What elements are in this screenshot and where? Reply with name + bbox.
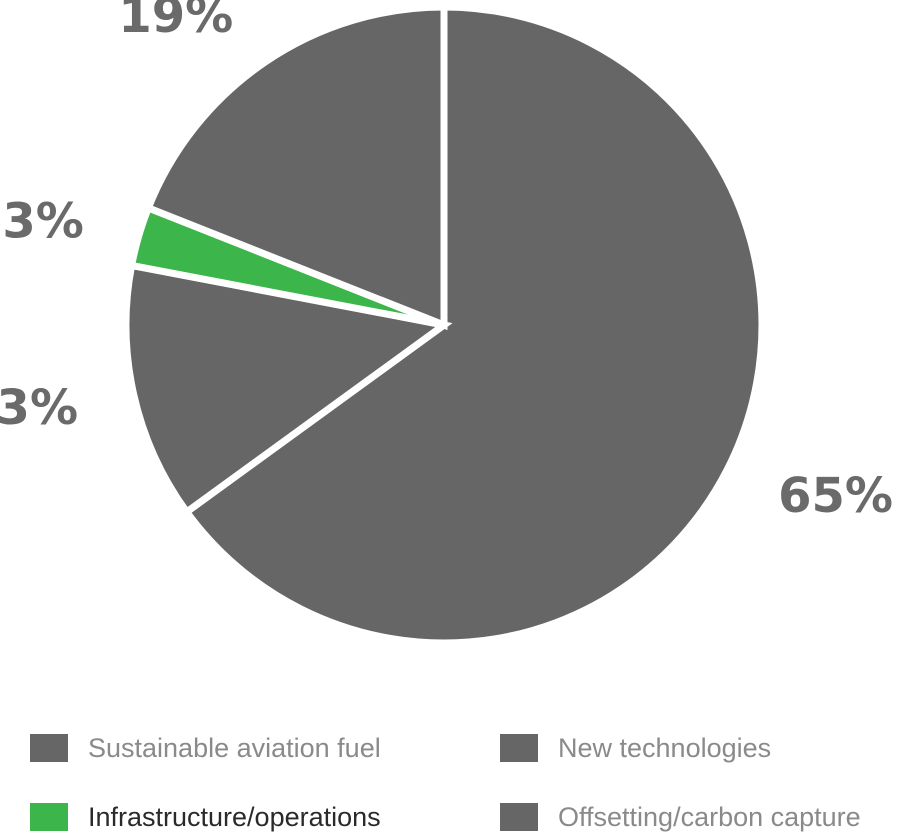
slice-label-sustainable-aviation-fuel: 65% xyxy=(778,468,893,524)
legend-swatch xyxy=(500,803,538,831)
pie-chart: 65% 13% 3% 19% xyxy=(0,0,894,647)
legend-item-new-technologies: New technologies xyxy=(500,728,771,768)
slice-label-new-technologies: 19% xyxy=(118,0,233,44)
legend-swatch xyxy=(30,734,68,762)
legend-swatch xyxy=(500,734,538,762)
legend-label: Infrastructure/operations xyxy=(88,801,381,832)
pie-slice-new-technologies xyxy=(143,3,448,331)
legend-label: New technologies xyxy=(558,732,772,763)
slice-label-infrastructure-operations: 3% xyxy=(2,193,84,249)
slice-label-offsetting-carbon-capture: 13% xyxy=(0,380,78,436)
chart-legend: Sustainable aviation fuel New technologi… xyxy=(0,700,905,835)
pie-slice-sustainable-aviation-fuel xyxy=(181,3,766,647)
legend-swatch xyxy=(30,803,68,831)
legend-label: Offsetting/carbon capture xyxy=(558,801,861,832)
pie-chart-area: 65% 13% 3% 19% xyxy=(0,0,894,647)
pie-slice-offsetting-carbon-capture xyxy=(122,261,453,517)
legend-item-offsetting-carbon-capture: Offsetting/carbon capture xyxy=(500,797,861,837)
legend-item-infrastructure-operations: Infrastructure/operations xyxy=(30,797,381,837)
legend-item-sustainable-aviation-fuel: Sustainable aviation fuel xyxy=(30,728,381,768)
legend-label: Sustainable aviation fuel xyxy=(88,732,381,763)
